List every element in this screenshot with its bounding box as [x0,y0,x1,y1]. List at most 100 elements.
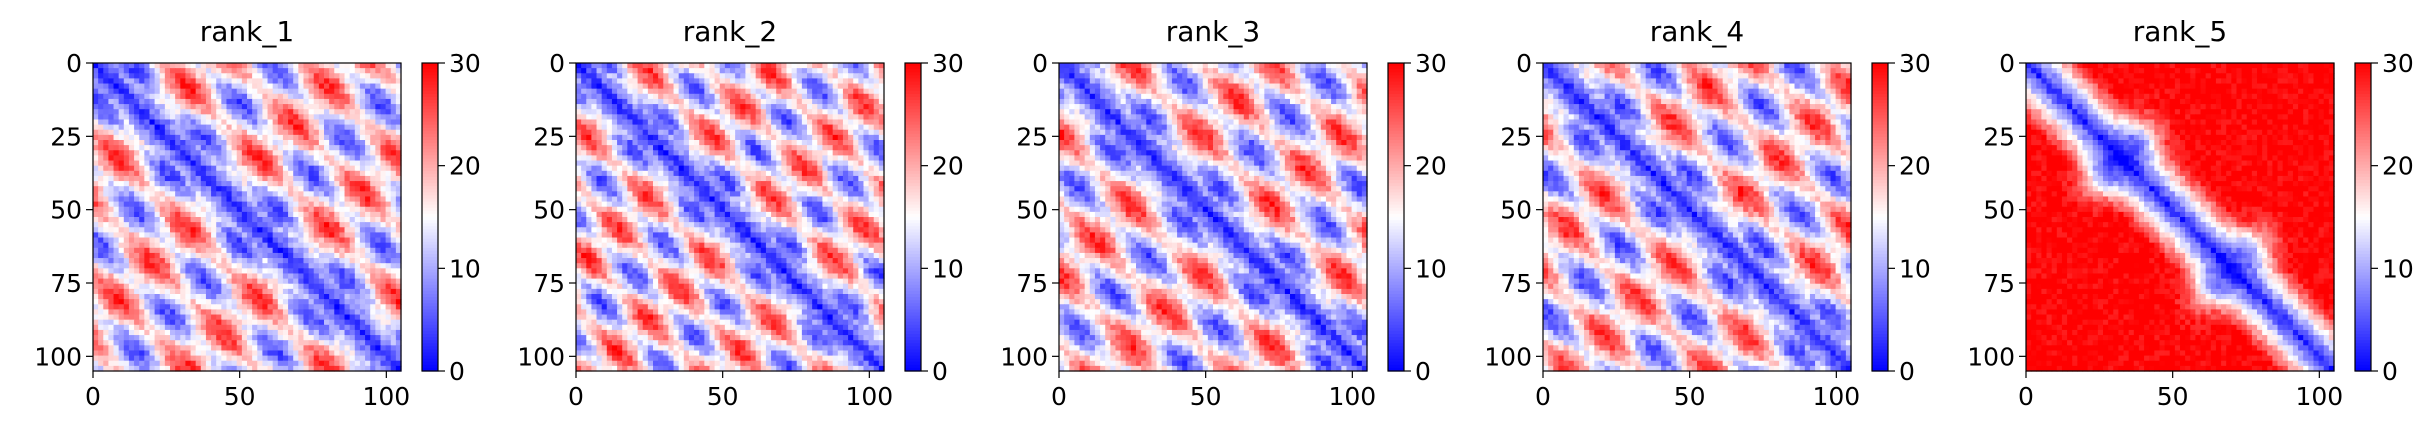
heatmap-cell [282,288,289,295]
heatmap-cell [303,109,310,115]
heatmap-cell [313,119,320,126]
heatmap-cell [324,273,330,280]
heatmap-cell [878,68,885,74]
heatmap-cell [231,304,238,310]
heatmap-cell [313,145,320,151]
heatmap-cell [200,324,207,331]
heatmap-cell [272,355,279,362]
heatmap-cell [324,232,330,239]
heatmap-cell [303,68,310,74]
heatmap-cell [231,335,238,341]
heatmap-cell [241,63,248,69]
heatmap-cell [236,206,243,213]
heatmap-cell [139,104,145,110]
heatmap-cell [329,88,335,95]
heatmap-cell [190,329,197,336]
heatmap-cell [262,129,269,136]
heatmap-cell [668,88,675,95]
heatmap-cell [144,329,151,336]
heatmap-cell [180,175,186,182]
heatmap-cell [288,155,294,162]
heatmap-cell [380,350,387,357]
heatmap-cell [200,304,207,310]
heatmap-cell [349,63,356,69]
heatmap-cell [247,268,253,275]
heatmap-cell [288,360,294,367]
heatmap-cell [216,186,222,192]
heatmap-cell [216,170,222,177]
heatmap-cell [663,114,669,121]
heatmap-cell [170,314,176,321]
heatmap-cell [247,165,253,172]
heatmap-cell [175,237,181,244]
heatmap-cell [113,217,120,223]
heatmap-cell [313,175,320,182]
heatmap-cell [185,304,192,310]
heatmap-cell [272,299,279,305]
heatmap-cell [103,350,109,357]
heatmap-cell [755,98,762,105]
heatmap-cell [282,227,289,233]
heatmap-cell [390,268,397,275]
heatmap-cell [221,304,228,310]
heatmap-cell [128,314,135,321]
heatmap-cell [349,340,356,346]
heatmap-cell [606,73,613,79]
heatmap-cell [812,93,818,100]
colorbar-step [422,247,438,252]
heatmap-cell [123,196,130,203]
heatmap-cell [375,196,382,203]
heatmap-cell [195,186,202,192]
heatmap-cell [730,155,736,162]
heatmap-cell [313,365,320,372]
heatmap-cell [329,314,335,321]
heatmap-cell [380,283,387,290]
heatmap-cell [622,98,628,105]
heatmap-cell [730,140,736,146]
heatmap-cell [745,155,752,162]
heatmap-cell [134,73,140,79]
heatmap-cell [236,232,243,239]
heatmap-cell [848,83,854,90]
heatmap-cell [653,145,659,151]
colorbar-step [422,161,438,166]
heatmap-cell [745,109,752,115]
heatmap-cell [694,73,700,79]
heatmap-cell [216,211,222,218]
heatmap-cell [817,129,823,136]
heatmap-cell [370,288,376,295]
heatmap-cell [134,217,140,223]
heatmap-cell [303,155,310,162]
heatmap-cell [339,242,346,249]
heatmap-cell [134,186,140,192]
heatmap-cell [164,160,171,167]
heatmap-cell [180,170,186,177]
colorbar-step [422,164,438,169]
heatmap-cell [334,155,340,162]
heatmap-cell [277,340,284,346]
heatmap-cell [791,68,798,74]
heatmap-cell [149,191,156,198]
colorbar-step [422,253,438,258]
heatmap-cell [354,181,361,187]
heatmap-cell [159,314,166,321]
heatmap-cell [252,196,258,203]
heatmap-cell [103,340,109,346]
heatmap-cell [226,294,233,300]
heatmap-cell [231,252,238,259]
heatmap-cell [93,68,99,74]
heatmap-cell [807,129,813,136]
heatmap-cell [380,294,387,300]
heatmap-cell [303,335,310,341]
heatmap-cell [216,350,222,357]
heatmap-cell [611,68,618,74]
heatmap-cell [185,324,192,331]
heatmap-cell [817,140,823,146]
heatmap-cell [149,134,156,141]
colorbar-step [422,364,438,369]
heatmap-cell [108,145,115,151]
heatmap-cell [241,88,248,95]
heatmap-cell [190,278,197,285]
heatmap-cell [339,299,346,305]
heatmap-cell [642,165,649,172]
